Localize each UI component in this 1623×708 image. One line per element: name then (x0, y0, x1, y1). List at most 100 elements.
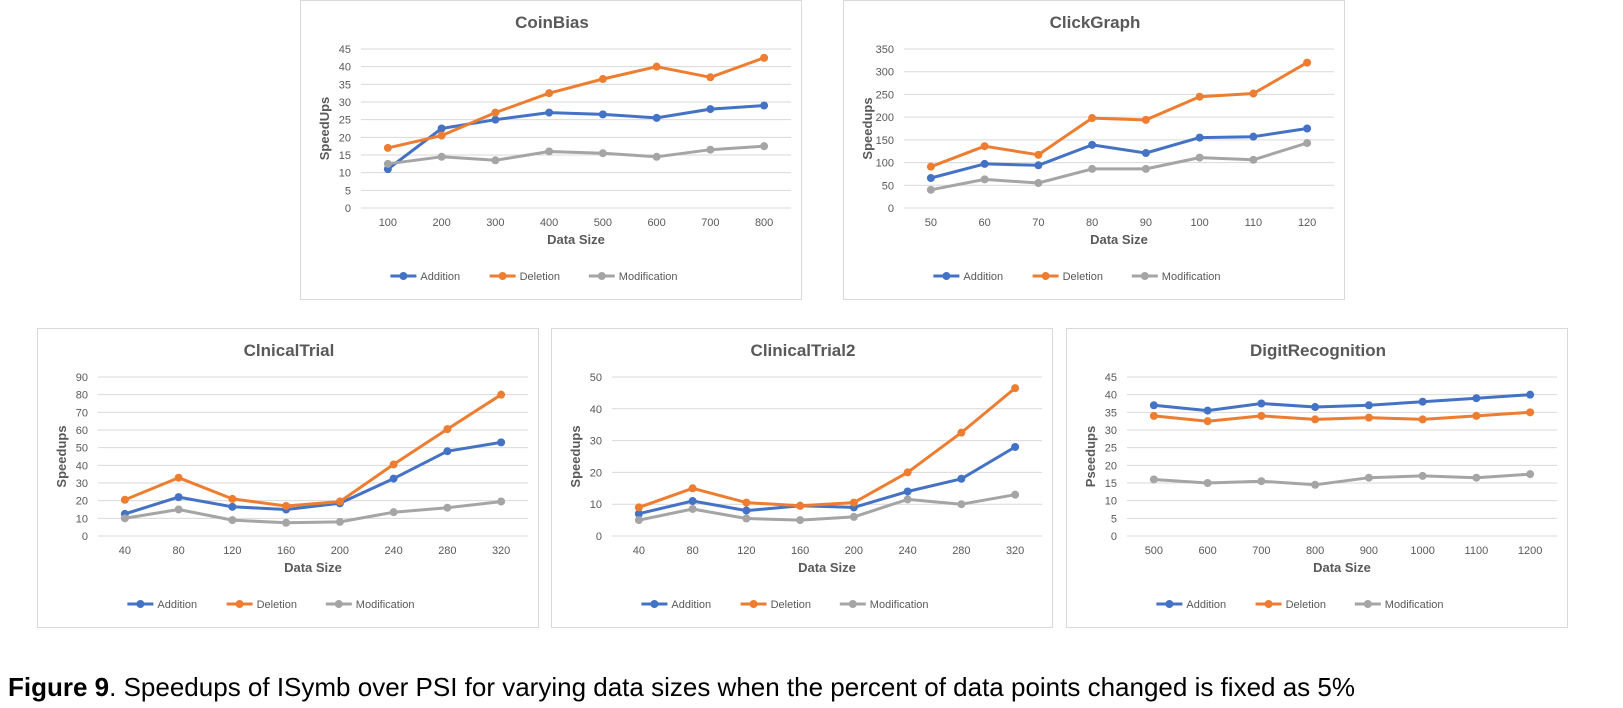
x-tick-label: 80 (173, 545, 185, 557)
data-point-deletion (980, 142, 989, 151)
legend-label: Modification (619, 271, 678, 283)
data-point-modification (760, 142, 769, 151)
legend-swatch-marker (498, 272, 507, 280)
legend-item-deletion: Deletion (1032, 271, 1103, 283)
legend-label: Modification (1385, 599, 1444, 611)
data-point-addition (760, 101, 769, 110)
x-tick-label: 1200 (1518, 545, 1542, 557)
data-point-addition (1311, 403, 1320, 412)
y-axis-label: Speedups (860, 97, 875, 159)
x-tick-label: 500 (594, 217, 612, 229)
data-point-deletion (652, 62, 661, 71)
y-axis-label: SpeedUps (317, 97, 332, 161)
chart-title: ClinicalTrial2 (751, 341, 856, 360)
y-tick-label: 0 (1111, 531, 1117, 543)
data-point-addition (706, 105, 715, 114)
x-tick-label: 600 (1198, 545, 1216, 557)
chart-title: DigitRecognition (1250, 341, 1386, 360)
x-tick-label: 40 (633, 545, 645, 557)
data-point-modification (335, 517, 344, 526)
data-point-modification (1249, 155, 1258, 164)
data-point-deletion (545, 89, 554, 98)
legend-item-deletion: Deletion (1255, 599, 1326, 611)
y-tick-label: 45 (339, 44, 351, 56)
data-point-addition (1088, 140, 1097, 149)
x-tick-label: 300 (486, 217, 504, 229)
series-line-deletion (637, 386, 1017, 509)
x-tick-label: 1100 (1465, 545, 1489, 557)
y-tick-label: 20 (1105, 460, 1117, 472)
legend-swatch-marker (1041, 272, 1050, 280)
y-tick-label: 10 (76, 513, 88, 525)
x-tick-label: 100 (1190, 217, 1208, 229)
chart-panel-digitrecognition: DigitRecognition 0 5 10 15 20 25 30 35 40 45 500 600… (1066, 328, 1568, 628)
legend-label: Deletion (771, 599, 811, 611)
legend-swatch-marker (1264, 600, 1273, 608)
data-point-deletion (1311, 415, 1320, 424)
x-tick-label: 160 (277, 545, 295, 557)
figure-caption-text: . Speedups of ISymb over PSI for varying… (109, 672, 1355, 702)
data-point-modification (1311, 480, 1320, 489)
legend-item-deletion: Deletion (489, 271, 560, 283)
series-line-deletion (1152, 410, 1532, 423)
data-point-modification (282, 518, 291, 527)
x-tick-label: 80 (1086, 217, 1098, 229)
data-point-modification (228, 516, 237, 525)
data-point-deletion (1257, 411, 1266, 420)
data-point-modification (174, 505, 183, 514)
data-point-deletion (443, 425, 452, 434)
data-point-deletion (1088, 114, 1097, 123)
chart-coinbias: CoinBias 0 5 10 15 20 25 30 35 40 45 100 200 300 400 50… (317, 13, 791, 283)
data-point-deletion (1249, 89, 1258, 98)
data-point-addition (1303, 124, 1312, 133)
data-point-modification (443, 503, 452, 512)
y-tick-label: 90 (76, 372, 88, 384)
legend-item-modification: Modification (839, 599, 929, 611)
data-point-deletion (903, 468, 912, 477)
x-tick-label: 40 (119, 545, 131, 557)
data-point-deletion (335, 497, 344, 506)
series-line-modification (637, 493, 1017, 522)
x-axis-label: Data Size (1090, 232, 1148, 247)
x-axis-label: Data Size (284, 560, 342, 575)
legend-label: Addition (157, 599, 197, 611)
data-point-addition (903, 487, 912, 496)
chart-panel-coinbias: CoinBias 0 5 10 15 20 25 30 35 40 45 100 200 300 400 50… (300, 0, 802, 300)
legend-item-modification: Modification (588, 271, 678, 283)
series-line-deletion (929, 61, 1309, 169)
series-line-modification (929, 141, 1309, 192)
data-point-addition (598, 110, 607, 119)
x-tick-label: 500 (1145, 545, 1163, 557)
chart-clickgraph: ClickGraph 0 50 100 150 200 250 300 350 50 60 70 80 9… (860, 13, 1334, 283)
data-point-deletion (926, 162, 935, 171)
x-tick-label: 120 (223, 545, 241, 557)
data-point-deletion (282, 501, 291, 510)
data-point-deletion (1303, 58, 1312, 67)
data-point-addition (652, 113, 661, 122)
data-point-deletion (598, 75, 607, 84)
data-point-addition (1195, 133, 1204, 142)
y-tick-label: 40 (1105, 390, 1117, 402)
x-axis-label: Data Size (1313, 560, 1371, 575)
data-point-addition (1249, 132, 1258, 141)
y-tick-label: 15 (339, 150, 351, 162)
data-point-modification (1203, 479, 1212, 487)
legend-item-addition: Addition (127, 599, 197, 611)
legend-swatch-marker (334, 600, 343, 608)
data-point-deletion (1034, 150, 1043, 159)
data-point-modification (903, 495, 912, 504)
y-tick-label: 5 (1111, 513, 1117, 525)
chart-title: ClnicalTrial (244, 341, 335, 360)
legend-item-deletion: Deletion (226, 599, 297, 611)
legend-label: Addition (420, 271, 460, 283)
data-point-deletion (760, 53, 769, 62)
x-tick-label: 50 (925, 217, 937, 229)
data-point-modification (1303, 139, 1312, 148)
data-point-modification (980, 175, 989, 184)
data-point-addition (1364, 401, 1373, 410)
x-tick-label: 120 (737, 545, 755, 557)
series-line-modification (123, 500, 503, 525)
data-point-modification (437, 152, 446, 161)
series-line-addition (386, 104, 766, 171)
chart-clinicaltrial: ClnicalTrial 0 10 20 30 40 50 60 70 80 90 40 80 120 16… (54, 341, 528, 611)
